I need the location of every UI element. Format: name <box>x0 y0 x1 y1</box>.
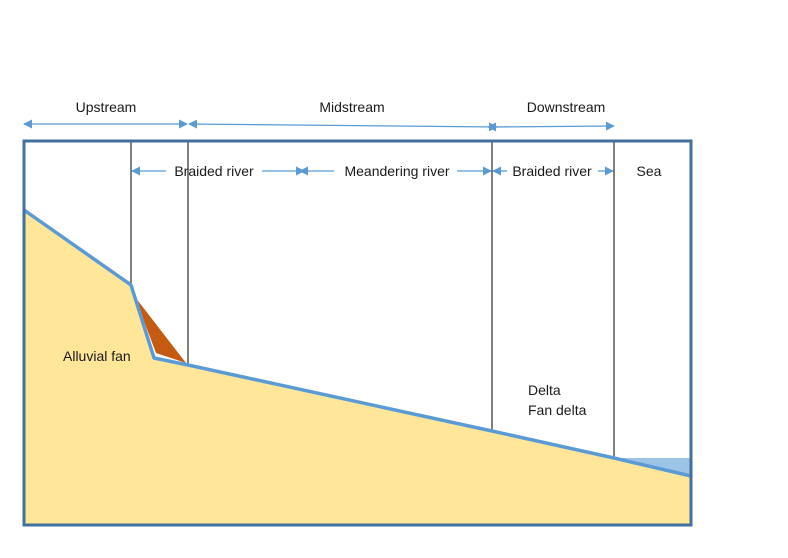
fan-wedge <box>135 297 186 363</box>
meandering-river-label: Meandering river <box>344 163 449 179</box>
fan-delta-label: Fan delta <box>528 402 587 418</box>
downstream-arrow <box>487 121 615 132</box>
river-profile-line <box>22 208 692 478</box>
midstream-label: Midstream <box>319 99 384 115</box>
downstream-label: Downstream <box>527 99 606 115</box>
midstream-arrow <box>188 119 498 132</box>
braided-river-label-2: Braided river <box>512 163 592 179</box>
diagram-frame <box>22 139 693 527</box>
alluvial-fan-label: Alluvial fan <box>63 348 131 364</box>
delta-label: Delta <box>528 382 561 398</box>
sediment-fill <box>24 210 691 524</box>
braided-river-label-1: Braided river <box>174 163 254 179</box>
sea-label: Sea <box>637 163 662 179</box>
upstream-label: Upstream <box>76 99 137 115</box>
